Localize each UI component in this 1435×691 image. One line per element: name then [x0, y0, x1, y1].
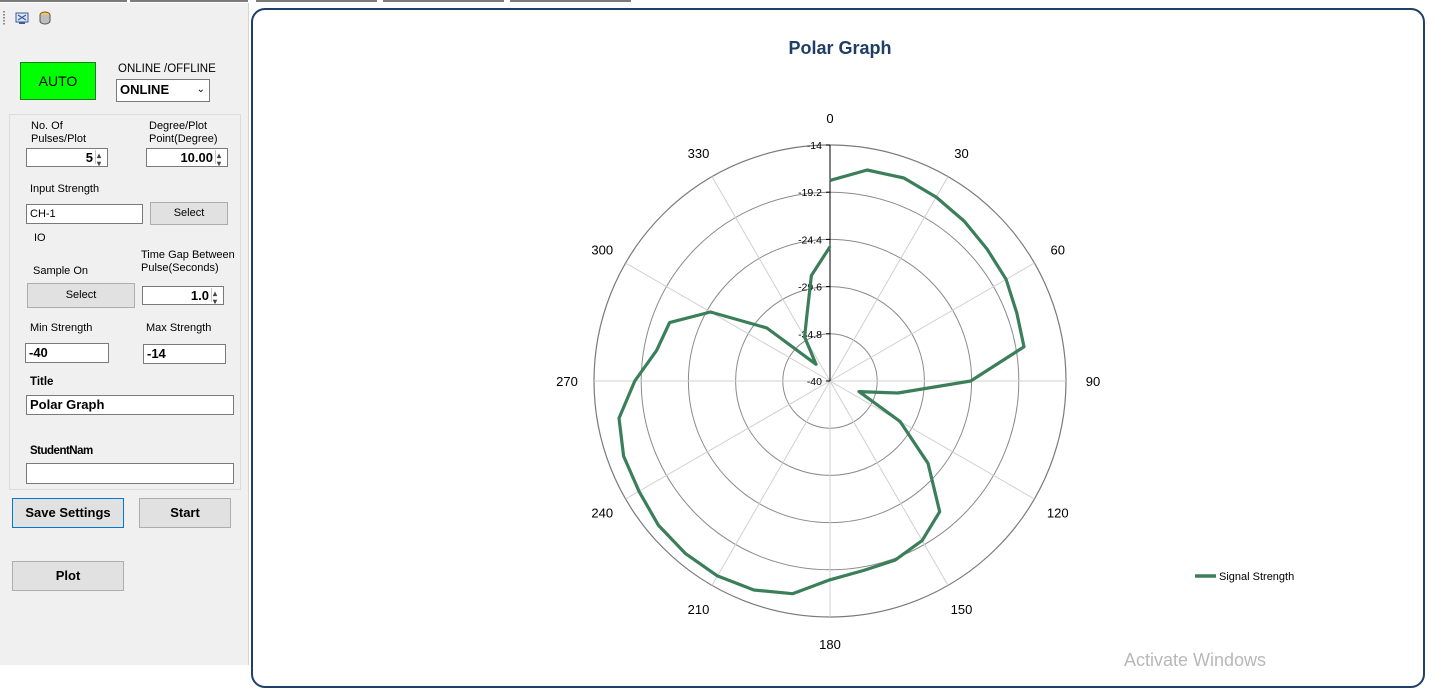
hidden-tab-1[interactable] — [0, 0, 127, 2]
legend-label: Signal Strength — [1219, 571, 1294, 583]
title-field[interactable]: Polar Graph — [26, 395, 234, 415]
radial-tick-label: -14 — [807, 140, 822, 152]
angle-tick-label: 0 — [826, 111, 833, 126]
io-label: IO — [34, 232, 46, 244]
activation-watermark: Activate Windows — [1124, 650, 1267, 670]
angle-tick-label: 240 — [591, 506, 613, 521]
degree-value: 10.00 — [180, 150, 213, 165]
max-strength-field[interactable]: -14 — [143, 344, 226, 364]
student-name-label: StudentNam — [30, 445, 93, 457]
degree-label: Degree/Plot Point(Degree) — [149, 120, 218, 145]
angle-tick-label: 90 — [1086, 374, 1100, 389]
input-select-button[interactable]: Select — [150, 202, 228, 225]
mode-select[interactable]: ONLINE ⌄ — [116, 79, 210, 102]
settings-group — [9, 114, 241, 490]
angle-tick-label: 150 — [951, 602, 973, 617]
angle-tick-label: 210 — [688, 602, 710, 617]
toolstrip — [0, 3, 248, 29]
mode-select-value: ONLINE — [120, 82, 170, 97]
hidden-tab-5[interactable] — [510, 0, 631, 2]
angle-spoke — [829, 380, 949, 586]
network-icon[interactable] — [14, 10, 30, 26]
sample-select-button[interactable]: Select — [27, 283, 135, 308]
angle-tick-label: 60 — [1051, 243, 1065, 258]
angle-tick-label: 30 — [954, 146, 968, 161]
start-button[interactable]: Start — [139, 498, 231, 528]
chevron-down-icon: ⌄ — [196, 84, 205, 95]
auto-button[interactable]: AUTO — [20, 62, 96, 100]
radial-tick-label: -40 — [807, 376, 822, 388]
min-strength-field[interactable]: -40 — [25, 343, 109, 363]
input-strength-label: Input Strength — [30, 183, 100, 195]
hidden-tab-4[interactable] — [383, 0, 504, 2]
angle-tick-label: 180 — [819, 637, 841, 652]
pulses-value: 5 — [85, 150, 93, 165]
sample-on-label: Sample On — [33, 265, 89, 277]
plot-button[interactable]: Plot — [12, 561, 124, 591]
degree-stepper[interactable]: 10.00 — [146, 147, 228, 173]
hidden-tab-2[interactable] — [130, 0, 248, 2]
radial-tick-label: -19.2 — [798, 187, 822, 199]
top-edge — [0, 0, 1435, 2]
radial-tick-label: -24.4 — [798, 234, 822, 246]
angle-spoke — [711, 380, 831, 586]
mode-label: ONLINE /OFFLINE — [118, 63, 216, 75]
toolstrip-grip[interactable] — [3, 11, 5, 25]
spinner-icon[interactable] — [215, 147, 226, 173]
angle-spoke — [829, 380, 1035, 500]
polar-chart: Polar Graph 0 30 60 90 120 150 180 210 240 270 300 3… — [556, 38, 1294, 652]
radial-tick-label: -34.8 — [798, 329, 822, 341]
database-icon[interactable] — [37, 10, 53, 26]
settings-panel — [0, 3, 249, 665]
pulses-stepper[interactable]: 5 — [26, 147, 108, 173]
min-strength-label: Min Strength — [30, 322, 93, 334]
time-gap-stepper[interactable]: 1.0 — [142, 285, 224, 311]
angle-spoke — [829, 262, 1035, 382]
title-label: Title — [30, 376, 54, 388]
student-name-field[interactable] — [26, 463, 234, 484]
save-settings-button[interactable]: Save Settings — [12, 498, 124, 528]
angle-tick-label: 270 — [556, 374, 578, 389]
max-strength-label: Max Strength — [146, 322, 212, 334]
spinner-icon[interactable] — [95, 147, 106, 173]
angle-tick-label: 120 — [1047, 506, 1069, 521]
time-gap-value: 1.0 — [190, 288, 209, 303]
angle-spoke — [829, 176, 949, 382]
pulses-label: No. Of Pulses/Plot — [31, 120, 87, 145]
angle-tick-label: 330 — [688, 146, 710, 161]
angle-tick-label: 300 — [591, 243, 613, 258]
chart-panel: Polar Graph 0 30 60 90 120 150 180 210 240 270 300 3… — [251, 8, 1425, 688]
spinner-icon[interactable] — [211, 285, 222, 311]
chart-title: Polar Graph — [788, 38, 891, 58]
series-line — [617, 168, 1026, 596]
hidden-tab-3[interactable] — [256, 0, 377, 2]
time-gap-label: Time Gap Between Pulse(Seconds) — [141, 249, 235, 274]
angle-spoke — [625, 262, 831, 382]
input-strength-field[interactable]: CH-1 — [26, 204, 143, 224]
angle-spoke — [625, 380, 831, 500]
